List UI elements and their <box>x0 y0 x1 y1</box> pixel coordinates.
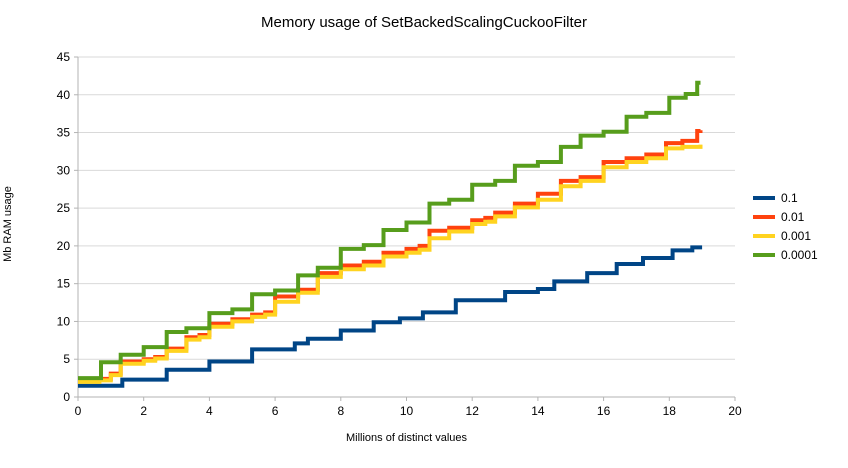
y-tick-label: 10 <box>57 314 71 328</box>
legend-label: 0.01 <box>781 210 805 224</box>
x-tick-label: 20 <box>728 404 742 418</box>
x-axis-title: Millions of distinct values <box>345 432 468 444</box>
x-tick-label: 6 <box>272 404 279 418</box>
y-tick-label: 15 <box>57 277 71 291</box>
legend-swatch-icon <box>753 253 775 257</box>
chart-title: Memory usage of SetBackedScalingCuckooFi… <box>261 14 587 31</box>
legend-label: 0.1 <box>781 191 798 205</box>
legend-item-0.001: 0.001 <box>753 230 818 242</box>
y-tick-label: 25 <box>57 201 71 215</box>
legend-label: 0.001 <box>781 229 812 243</box>
legend-item-0.1: 0.1 <box>753 192 818 204</box>
y-tick-label: 40 <box>57 88 71 102</box>
y-tick-label: 35 <box>57 126 71 140</box>
y-tick-label: 20 <box>57 239 71 253</box>
y-tick-label: 5 <box>63 352 70 366</box>
legend-label: 0.0001 <box>781 248 818 262</box>
x-tick-label: 18 <box>663 404 677 418</box>
y-tick-label: 30 <box>57 163 71 177</box>
x-tick-label: 16 <box>597 404 611 418</box>
y-axis-title: Mb RAM usage <box>2 186 14 262</box>
x-tick-label: 0 <box>75 404 82 418</box>
series-line-0.1 <box>78 245 703 388</box>
y-tick-label: 45 <box>57 50 71 64</box>
legend-item-0.0001: 0.0001 <box>753 249 818 261</box>
legend-swatch-icon <box>753 196 775 200</box>
x-tick-label: 4 <box>206 404 213 418</box>
x-tick-label: 8 <box>337 404 344 418</box>
legend-item-0.01: 0.01 <box>753 211 818 223</box>
x-tick-label: 12 <box>466 404 480 418</box>
legend: 0.1 0.01 0.001 0.0001 <box>753 192 818 261</box>
series-line-0.001 <box>78 144 703 384</box>
x-tick-label: 10 <box>400 404 414 418</box>
x-tick-label: 14 <box>531 404 545 418</box>
y-tick-label: 0 <box>63 390 70 404</box>
legend-swatch-icon <box>753 234 775 238</box>
x-tick-label: 2 <box>140 404 147 418</box>
series-line-0.0001 <box>78 80 701 381</box>
legend-swatch-icon <box>753 215 775 219</box>
